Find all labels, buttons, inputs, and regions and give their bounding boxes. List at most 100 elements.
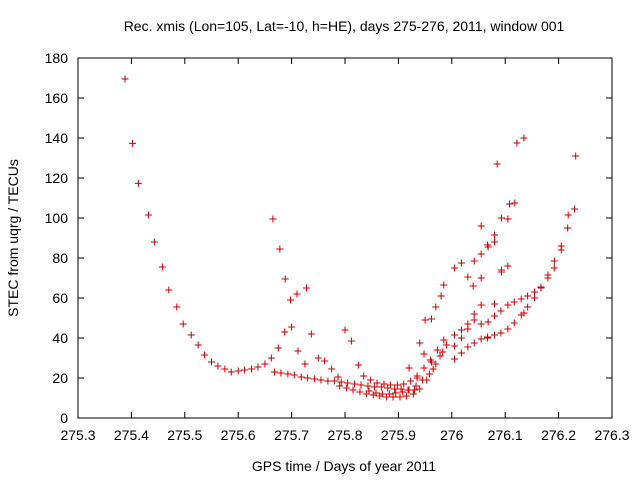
data-point: [484, 241, 492, 249]
data-point: [484, 334, 492, 342]
data-point: [412, 382, 420, 390]
x-axis-label: GPS time / Days of year 2011: [252, 458, 436, 474]
data-point: [497, 307, 505, 315]
y-tick-label: 20: [52, 370, 68, 386]
data-point: [442, 341, 450, 349]
data-point: [520, 134, 528, 142]
x-tick-label: 275.4: [114, 427, 149, 443]
data-point: [214, 362, 222, 370]
data-point: [269, 215, 277, 223]
data-point: [413, 374, 421, 382]
data-point: [364, 382, 372, 390]
data-point: [234, 367, 242, 375]
data-point: [464, 343, 472, 351]
data-point: [303, 284, 311, 292]
y-tick-label: 120: [45, 170, 69, 186]
data-point: [497, 329, 505, 337]
data-point: [334, 373, 342, 381]
data-point: [477, 301, 485, 309]
data-point: [505, 200, 513, 208]
y-tick-label: 80: [52, 250, 68, 266]
x-tick-label: 275.7: [274, 427, 309, 443]
data-point: [373, 379, 381, 387]
data-point: [524, 292, 532, 300]
data-point: [470, 310, 478, 318]
data-point: [531, 288, 539, 296]
data-point: [277, 369, 285, 377]
data-point: [293, 290, 301, 298]
data-point: [290, 371, 298, 379]
data-point: [510, 319, 518, 327]
y-tick-label: 0: [60, 410, 68, 426]
data-point: [281, 275, 289, 283]
data-point: [227, 368, 235, 376]
data-point: [386, 381, 394, 389]
data-point: [491, 312, 499, 320]
data-point: [571, 205, 579, 213]
data-point: [491, 231, 499, 239]
y-tick-label: 160: [45, 90, 69, 106]
data-point: [370, 383, 378, 391]
data-point: [572, 152, 580, 160]
data-point: [134, 179, 142, 187]
data-point: [504, 301, 512, 309]
data-point: [550, 264, 558, 272]
data-point: [450, 264, 458, 272]
data-point: [464, 273, 472, 281]
data-point: [301, 360, 309, 368]
data-point: [173, 303, 181, 311]
data-point: [267, 354, 275, 362]
data-point: [274, 344, 282, 352]
data-point: [464, 325, 472, 333]
data-point: [407, 377, 415, 385]
data-point: [287, 296, 295, 304]
data-point: [389, 393, 397, 401]
data-point: [418, 376, 426, 384]
data-point: [194, 341, 202, 349]
data-point: [400, 380, 408, 388]
data-point: [457, 349, 465, 357]
data-point: [128, 139, 136, 147]
data-point: [365, 387, 373, 395]
data-point: [470, 257, 478, 265]
axis-ticks: 275.3 275.4 275.5 275.6 275.7 275.8 275.9 276 27…: [45, 50, 630, 443]
data-point: [511, 199, 519, 207]
data-point: [337, 378, 345, 386]
data-point: [470, 316, 478, 324]
data-point: [307, 330, 315, 338]
data-point: [491, 238, 499, 246]
data-point: [550, 257, 558, 265]
data-point: [531, 294, 539, 302]
data-point: [165, 286, 173, 294]
data-point: [520, 309, 528, 317]
data-point: [241, 366, 249, 374]
data-point: [150, 238, 158, 246]
y-tick-label: 180: [45, 50, 69, 66]
data-point: [341, 326, 349, 334]
data-point: [357, 381, 365, 389]
data-point: [493, 160, 501, 168]
data-point: [344, 379, 352, 387]
data-point: [564, 224, 572, 232]
data-point: [158, 263, 166, 271]
data-point: [564, 211, 572, 219]
data-point: [450, 342, 458, 350]
data-point: [420, 350, 428, 358]
data-point: [367, 376, 375, 384]
x-tick-label: 275.6: [221, 427, 256, 443]
data-point: [378, 390, 386, 398]
x-tick-label: 276.3: [594, 427, 629, 443]
data-point: [393, 381, 401, 389]
data-point: [497, 214, 505, 222]
data-point: [297, 373, 305, 381]
x-tick-label: 275.3: [60, 427, 95, 443]
data-point: [457, 259, 465, 267]
data-point: [321, 357, 329, 365]
y-tick-label: 40: [52, 330, 68, 346]
data-point: [281, 328, 289, 336]
data-point: [399, 388, 407, 396]
data-point: [336, 382, 344, 390]
data-point: [425, 370, 433, 378]
